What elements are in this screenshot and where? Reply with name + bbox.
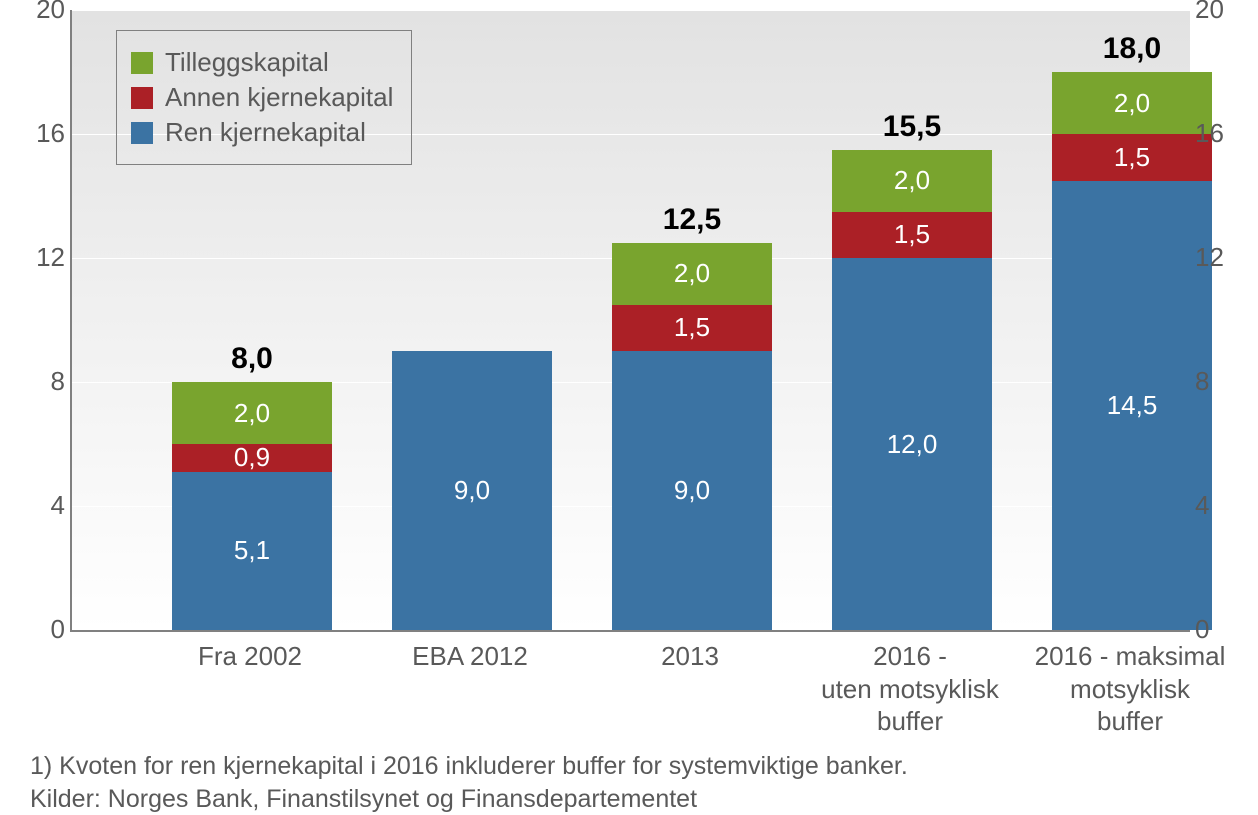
segment-value-label: 0,9 xyxy=(234,442,270,473)
bar-group: 12,01,52,015,5 xyxy=(832,150,992,631)
legend-item: Ren kjernekapital xyxy=(131,117,393,148)
bar-segment-annen: 1,5 xyxy=(1052,134,1212,181)
bar-group: 9,01,52,012,5 xyxy=(612,243,772,631)
y-tick-left: 4 xyxy=(10,490,65,521)
y-tick-left: 8 xyxy=(10,366,65,397)
x-axis-label: EBA 2012 xyxy=(360,640,580,673)
x-axis-label: 2016 -uten motsykliskbuffer xyxy=(800,640,1020,738)
footnote-1: 1) Kvoten for ren kjernekapital i 2016 i… xyxy=(30,750,908,783)
legend: Tilleggskapital Annen kjernekapital Ren kj… xyxy=(116,30,412,165)
bar-group: 5,10,92,08,0 xyxy=(172,382,332,630)
segment-value-label: 2,0 xyxy=(234,398,270,429)
legend-swatch xyxy=(131,52,153,74)
footnotes: 1) Kvoten for ren kjernekapital i 2016 i… xyxy=(30,750,908,815)
segment-value-label: 2,0 xyxy=(674,258,710,289)
bar-segment-annen: 1,5 xyxy=(832,212,992,259)
x-axis-label: Fra 2002 xyxy=(140,640,360,673)
legend-swatch xyxy=(131,122,153,144)
y-tick-left: 20 xyxy=(10,0,65,25)
bar-segment-annen: 0,9 xyxy=(172,444,332,472)
y-tick-left: 12 xyxy=(10,242,65,273)
y-tick-left: 16 xyxy=(10,118,65,149)
segment-value-label: 2,0 xyxy=(1114,88,1150,119)
segment-value-label: 5,1 xyxy=(234,535,270,566)
bar-segment-ren: 9,0 xyxy=(392,351,552,630)
y-tick-right: 20 xyxy=(1195,0,1250,25)
x-axis-label: 2016 - maksimalmotsykliskbuffer xyxy=(1020,640,1240,738)
segment-value-label: 14,5 xyxy=(1107,390,1158,421)
bar-segment-tillegg: 2,0 xyxy=(172,382,332,444)
bar-segment-tillegg: 2,0 xyxy=(1052,72,1212,134)
legend-swatch xyxy=(131,87,153,109)
y-tick-right: 16 xyxy=(1195,118,1250,149)
bar-segment-ren: 9,0 xyxy=(612,351,772,630)
y-tick-right: 4 xyxy=(1195,490,1250,521)
footnote-sources: Kilder: Norges Bank, Finanstilsynet og F… xyxy=(30,783,908,815)
segment-value-label: 12,0 xyxy=(887,429,938,460)
legend-item: Tilleggskapital xyxy=(131,47,393,78)
bar-group: 9,0 xyxy=(392,351,552,630)
segment-value-label: 9,0 xyxy=(454,475,490,506)
x-axis-label: 2013 xyxy=(580,640,800,673)
bar-segment-ren: 5,1 xyxy=(172,472,332,630)
gridline xyxy=(72,10,1190,11)
segment-value-label: 2,0 xyxy=(894,165,930,196)
bar-total-label: 15,5 xyxy=(832,110,992,144)
segment-value-label: 1,5 xyxy=(894,219,930,250)
segment-value-label: 9,0 xyxy=(674,475,710,506)
bar-segment-annen: 1,5 xyxy=(612,305,772,352)
capital-requirements-chart: 5,1 0,9 2,0 8,0 9,0 9,0 1,5 2,0 12,5 12,0 1,5 2,0 15… xyxy=(0,0,1258,814)
bar-segment-tillegg: 2,0 xyxy=(832,150,992,212)
bar-segment-tillegg: 2,0 xyxy=(612,243,772,305)
legend-label: Tilleggskapital xyxy=(165,47,329,78)
legend-item: Annen kjernekapital xyxy=(131,82,393,113)
bar-total-label: 8,0 xyxy=(172,342,332,376)
bar-segment-ren: 12,0 xyxy=(832,258,992,630)
y-tick-right: 12 xyxy=(1195,242,1250,273)
bar-total-label: 12,5 xyxy=(612,203,772,237)
bar-group: 14,51,52,018,0 xyxy=(1052,72,1212,630)
y-tick-left: 0 xyxy=(10,614,65,645)
legend-label: Annen kjernekapital xyxy=(165,82,393,113)
bar-segment-ren: 14,5 xyxy=(1052,181,1212,631)
segment-value-label: 1,5 xyxy=(674,312,710,343)
bar-total-label: 18,0 xyxy=(1052,32,1212,66)
segment-value-label: 1,5 xyxy=(1114,142,1150,173)
y-tick-right: 8 xyxy=(1195,366,1250,397)
legend-label: Ren kjernekapital xyxy=(165,117,366,148)
